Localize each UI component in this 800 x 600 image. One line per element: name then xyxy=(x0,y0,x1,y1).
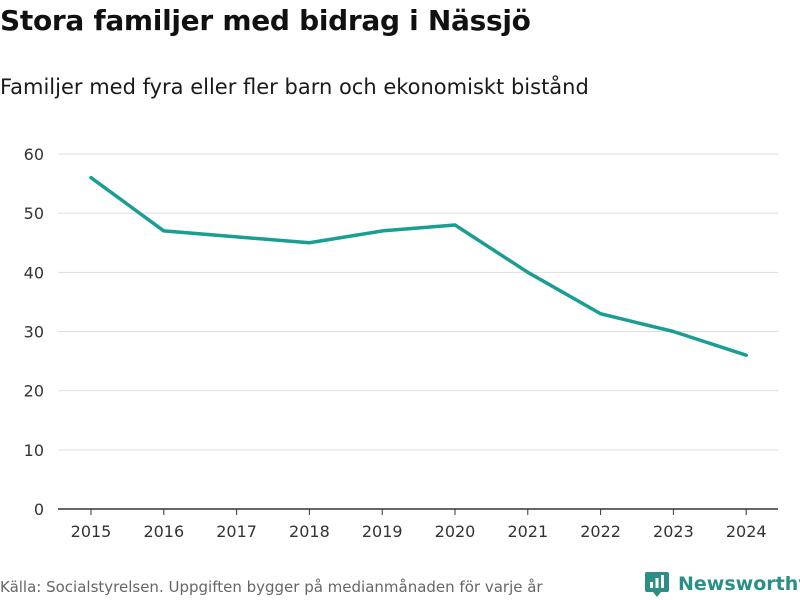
data-point-2021 xyxy=(526,270,530,274)
newsworthy-logo-icon xyxy=(645,572,669,597)
x-tick-label-2015: 2015 xyxy=(71,522,112,541)
source-note: Källa: Socialstyrelsen. Uppgiften bygger… xyxy=(0,578,543,596)
chart-title: Stora familjer med bidrag i Nässjö xyxy=(0,4,531,37)
x-tick-label-2017: 2017 xyxy=(216,522,257,541)
brand: Newsworthy xyxy=(644,570,800,598)
chart-subtitle: Familjer med fyra eller fler barn och ek… xyxy=(0,75,589,99)
x-tick-label-2018: 2018 xyxy=(289,522,330,541)
y-tick-label-60: 60 xyxy=(24,145,44,164)
axes: 0 10 20 30 40 50 60 2015 2016 2017 2018 2019 2020 202… xyxy=(24,145,778,541)
data-point-2019 xyxy=(380,229,384,233)
data-point-2015 xyxy=(89,176,93,180)
data-point-2016 xyxy=(162,229,166,233)
y-tick-label-10: 10 xyxy=(24,441,44,460)
brand-name: Newsworthy xyxy=(678,573,800,595)
x-tick-label-2023: 2023 xyxy=(653,522,694,541)
gridlines xyxy=(58,153,778,451)
x-tick-label-2021: 2021 xyxy=(507,522,548,541)
data-point-2020 xyxy=(453,223,457,227)
data-point-2024 xyxy=(744,353,748,357)
y-tick-label-30: 30 xyxy=(24,323,44,342)
data-point-2017 xyxy=(235,235,239,239)
x-tick-label-2016: 2016 xyxy=(143,522,184,541)
data-point-2022 xyxy=(599,312,603,316)
x-tick-label-2022: 2022 xyxy=(580,522,621,541)
y-tick-label-20: 20 xyxy=(24,382,44,401)
y-tick-label-0: 0 xyxy=(34,500,44,519)
x-tick-label-2024: 2024 xyxy=(726,522,767,541)
data-point-2023 xyxy=(671,330,675,333)
series xyxy=(89,175,748,357)
series-line-0 xyxy=(89,175,748,357)
data-point-2018 xyxy=(307,241,311,245)
y-tick-label-50: 50 xyxy=(24,204,44,223)
x-tick-label-2020: 2020 xyxy=(435,522,476,541)
y-tick-label-40: 40 xyxy=(24,263,44,282)
x-tick-label-2019: 2019 xyxy=(362,522,403,541)
